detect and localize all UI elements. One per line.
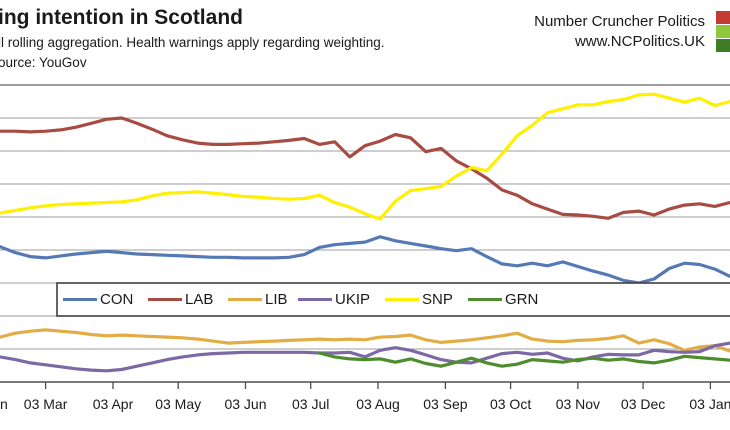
page-title: ing intention in Scotland bbox=[0, 6, 243, 29]
x-tick-label: 03 Dec bbox=[620, 396, 666, 412]
logo-lightgreen-block bbox=[716, 25, 730, 38]
x-tick-label: 03 Jun bbox=[224, 396, 267, 412]
legend-label-ukip: UKIP bbox=[335, 291, 371, 308]
x-tick-label: 03 Oct bbox=[489, 396, 532, 412]
legend-item-lib: LIB bbox=[228, 283, 288, 316]
x-tick-label: 03 Aug bbox=[356, 396, 400, 412]
x-tick-label: 03 Nov bbox=[555, 396, 601, 412]
legend-swatch-snp bbox=[385, 298, 419, 301]
legend-label-snp: SNP bbox=[422, 291, 453, 308]
x-tick-label: 03 Mar bbox=[23, 396, 68, 412]
x-axis: n 03 Mar 03 Apr 03 May 03 Jun 03 Jul 03 Aug 03 … bbox=[0, 396, 730, 416]
x-tick-label: 03 Jan bbox=[689, 396, 730, 412]
legend: CON LAB LIB UKIP SNP GRN bbox=[57, 283, 730, 316]
legend-swatch-grn bbox=[468, 298, 502, 301]
legend-item-con: CON bbox=[63, 283, 133, 316]
brand-logo bbox=[716, 11, 730, 53]
legend-item-ukip: UKIP bbox=[298, 283, 370, 316]
x-tick-label: 03 May bbox=[155, 396, 202, 412]
legend-item-snp: SNP bbox=[385, 283, 453, 316]
legend-label-con: CON bbox=[100, 291, 134, 308]
legend-swatch-con bbox=[63, 298, 97, 301]
legend-item-lab: LAB bbox=[148, 283, 213, 316]
x-tick-label: 03 Jul bbox=[292, 396, 330, 412]
legend-label-lib: LIB bbox=[265, 291, 288, 308]
brand-url: www.NCPolitics.UK bbox=[574, 33, 705, 50]
x-tick-label: 03 Sep bbox=[423, 396, 468, 412]
brand-block: Number Cruncher Politics www.NCPolitics.… bbox=[534, 12, 705, 52]
legend-swatch-ukip bbox=[298, 298, 332, 301]
logo-darkgreen-block bbox=[716, 39, 730, 52]
brand-name: Number Cruncher Politics bbox=[534, 13, 705, 30]
logo-red-block bbox=[716, 11, 730, 24]
legend-label-lab: LAB bbox=[185, 291, 214, 308]
chart-subtitle: ll rolling aggregation. Health warnings … bbox=[0, 35, 385, 50]
x-tick-label: 03 Apr bbox=[92, 396, 134, 412]
legend-swatch-lib bbox=[228, 298, 262, 301]
legend-swatch-lab bbox=[148, 298, 182, 301]
chart-source: ource: YouGov bbox=[0, 55, 87, 70]
x-tick-label: n bbox=[0, 396, 8, 412]
legend-item-grn: GRN bbox=[468, 283, 538, 316]
legend-label-grn: GRN bbox=[505, 291, 539, 308]
